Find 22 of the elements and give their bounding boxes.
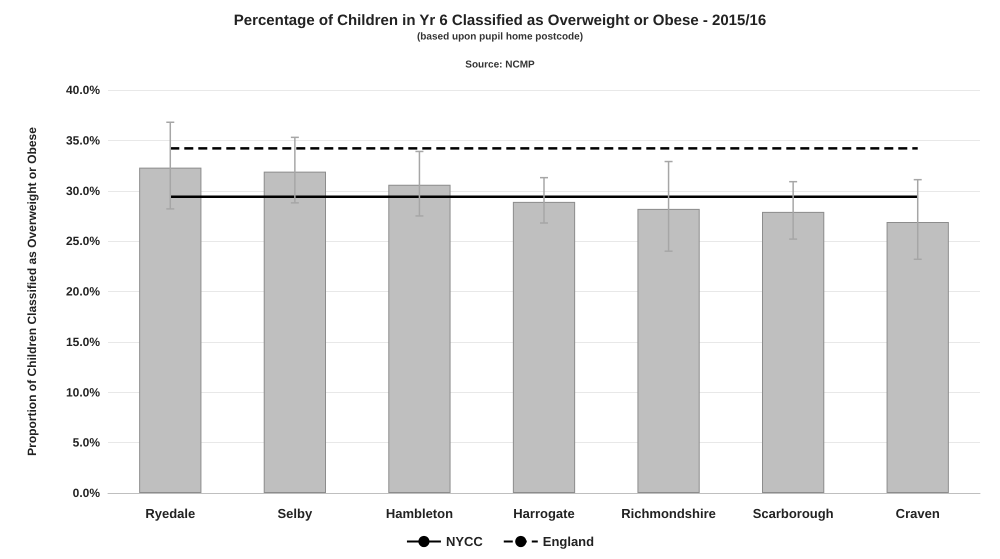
x-tick-label: Selby — [278, 506, 313, 521]
x-tick-label: Craven — [896, 506, 940, 521]
x-tick-label: Scarborough — [752, 506, 834, 521]
y-tick-label: 25.0% — [66, 234, 100, 248]
y-tick-label: 30.0% — [66, 184, 100, 198]
chart-subtitle: (based upon pupil home postcode) — [416, 32, 584, 42]
source-note: Source: NCMP — [465, 60, 536, 70]
y-tick-label: 15.0% — [66, 334, 100, 349]
y-tick-label: 35.0% — [66, 133, 100, 148]
y-tick-label: 40.0% — [66, 83, 100, 97]
y-tick-label: 10.0% — [66, 385, 100, 400]
x-tick-label: Harrogate — [513, 506, 575, 521]
legend-label: NYCC — [446, 534, 484, 549]
legend-label: England — [542, 534, 594, 549]
x-tick-label: Hambleton — [386, 506, 454, 521]
y-axis-title: Proportion of Children Classified as Overweight or Obese — [25, 126, 39, 456]
chart-title: Percentage of Children in Yr 6 Classified as Overweight or Obese - 2015/16 — [234, 12, 766, 29]
x-tick-label: Richmondshire — [621, 506, 716, 521]
y-tick-label: 0.0% — [72, 486, 100, 500]
x-tick-label: Ryedale — [145, 506, 196, 521]
y-tick-label: 5.0% — [72, 436, 100, 450]
y-tick-label: 20.0% — [66, 284, 100, 298]
